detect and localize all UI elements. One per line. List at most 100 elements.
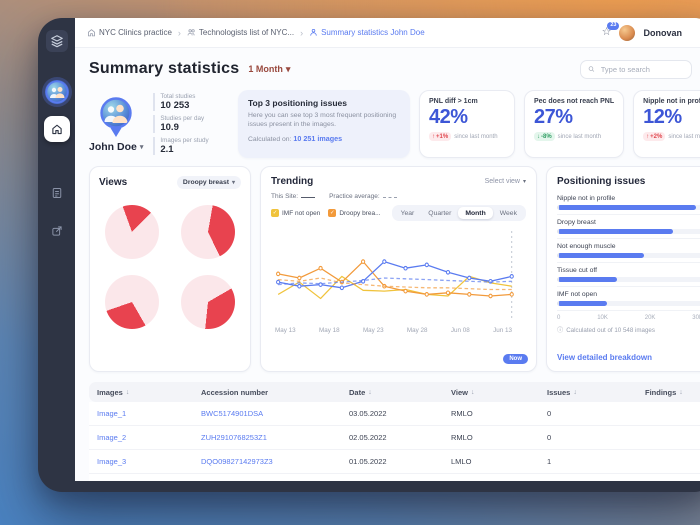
x-axis-label: May 13 <box>275 327 296 334</box>
arrow-up-icon: ↑ <box>646 133 650 140</box>
stats-row: John Doe ▾ Total studies 10 253 Studies … <box>75 88 700 166</box>
positioning-issue-row-3: Tissue cut off <box>557 263 700 287</box>
sidebar-item-reports[interactable] <box>44 180 70 206</box>
delta-badge: ↑ +1% <box>429 132 452 141</box>
column-label: Findings <box>645 387 677 397</box>
column-label: Accession number <box>201 387 269 397</box>
cell-view: RMLO <box>451 433 473 442</box>
tab-month[interactable]: Month <box>458 207 493 219</box>
chevron-right-icon: › <box>300 27 304 38</box>
sort-icon: ↓ <box>679 388 683 396</box>
table-body: Image_1 BWC5174901DSA 03.05.2022 RMLO 0 Image… <box>89 402 700 481</box>
favorites-button[interactable]: ☆ 23 <box>601 22 620 38</box>
positioning-issue-row-2: Not enough muscle <box>557 239 700 263</box>
kpi-title: Nipple not in profile <box>643 98 700 105</box>
stat-label: Studies per day <box>160 115 205 122</box>
breadcrumb-item-practice[interactable]: NYC Clinics practice <box>87 28 172 37</box>
cell-issues: 1 <box>547 457 552 466</box>
tab-year[interactable]: Year <box>400 209 415 217</box>
bar-track <box>557 204 700 210</box>
x-axis-labels: May 13 May 18 May 23 May 28 Jun 08 Jun 13 <box>271 327 526 334</box>
search-icon <box>588 66 595 72</box>
sidebar-profile-pin-icon[interactable] <box>44 80 69 104</box>
column-header-view[interactable]: View ↓ <box>451 388 547 397</box>
topbar-right: ☆ 23 Donovan <box>601 22 682 41</box>
positioning-issue-label: Tissue cut off <box>557 266 598 274</box>
person-icon <box>310 28 317 36</box>
sidebar-item-export[interactable] <box>44 218 70 244</box>
select-view-dropdown[interactable]: Select view ▾ <box>485 178 526 185</box>
trend-series-2 <box>276 259 514 291</box>
chevron-down-icon: ▾ <box>522 179 526 185</box>
column-header-findings[interactable]: Findings ↓ <box>645 388 700 397</box>
app-window: NYC Clinics practice › Technologists lis… <box>38 18 700 492</box>
now-indicator: Now <box>503 354 528 364</box>
cell-image-link[interactable]: Image_1 <box>97 409 127 418</box>
positioning-issues-card: Positioning issues Nipple not in profile… <box>546 166 700 372</box>
kpi-value: 27% <box>534 106 573 128</box>
breadcrumb-item-current[interactable]: Summary statistics John Doe <box>309 28 425 37</box>
tab-quarter[interactable]: Quarter <box>428 209 452 217</box>
table-row-4[interactable]: Image_4LBD0982714293Z530.04.2022LMLO0 <box>89 474 700 481</box>
search-input[interactable] <box>598 63 684 75</box>
cell-issues: 0 <box>547 433 552 442</box>
column-header-date[interactable]: Date ↓ <box>349 388 451 397</box>
breadcrumb-item-technologists[interactable]: Technologists list of NYC... <box>187 28 294 37</box>
legend-item-1[interactable]: ✓ Droopy brea... <box>328 209 381 217</box>
breadcrumb-label: Summary statistics John Doe <box>321 28 425 37</box>
trend-series-3 <box>278 277 512 291</box>
positioning-footnote: ⓘ Calculated out of 10 548 images <box>557 327 700 335</box>
column-header-accession-number[interactable]: Accession number <box>201 388 349 397</box>
sidebar-item-home[interactable] <box>43 116 70 142</box>
column-label: View <box>451 387 468 397</box>
star-icon: ☆ <box>601 26 612 38</box>
trend-series-1 <box>276 259 514 299</box>
search-box[interactable] <box>580 59 692 79</box>
positioning-title: Positioning issues <box>557 176 646 187</box>
kpi-card-pec: Pec does not reach PNL 27% ↓ -8% since l… <box>524 90 625 158</box>
column-header-images[interactable]: Images ↓ <box>97 388 201 397</box>
views-card: Views Droopy breast ▾ <box>89 166 251 372</box>
legend-checkbox-icon: ✓ <box>328 209 337 217</box>
legend-item-0[interactable]: ✓ IMF not open <box>271 209 320 217</box>
dashed-line-sample <box>382 197 397 198</box>
arrow-down-icon: ↓ <box>537 133 540 140</box>
technologist-name-dropdown[interactable]: John Doe ▾ <box>89 141 143 153</box>
profile-stats: Total studies 10 253 Studies per day 10.… <box>153 93 209 155</box>
kpi-title: PNL diff > 1cm <box>429 98 478 105</box>
period-dropdown[interactable]: 1 Month ▾ <box>248 64 290 75</box>
cell-accession-link[interactable]: BWC5174901DSA <box>201 409 264 418</box>
cell-image-link[interactable]: Image_3 <box>97 457 127 466</box>
breadcrumb-bar: NYC Clinics practice › Technologists lis… <box>75 18 700 48</box>
kpi-note: since last month <box>668 133 700 140</box>
stat-images-per-study: Images per study 2.1 <box>153 137 209 155</box>
top-issues-description: Here you can see top 3 most frequent pos… <box>248 112 397 129</box>
breadcrumb-label: NYC Clinics practice <box>99 28 172 37</box>
views-filter-dropdown[interactable]: Droopy breast ▾ <box>176 176 241 189</box>
page-header: Summary statistics 1 Month ▾ <box>75 48 700 88</box>
chevron-down-icon: ▾ <box>139 144 144 151</box>
stat-value: 2.1 <box>160 144 174 155</box>
tab-week[interactable]: Week <box>499 209 517 217</box>
column-header-issues[interactable]: Issues ↓ <box>547 388 645 397</box>
kpi-value: 42% <box>429 106 468 128</box>
cell-date: 03.05.2022 <box>349 409 387 418</box>
view-detailed-breakdown-link[interactable]: View detailed breakdown <box>557 353 652 362</box>
table-header-row: Images ↓ Accession number Date ↓ View ↓ Issues ↓… <box>89 382 700 402</box>
table-row-1[interactable]: Image_1 BWC5174901DSA 03.05.2022 RMLO 0 <box>89 402 700 426</box>
bar-track <box>557 276 700 282</box>
kpi-card-nipple: Nipple not in profile 12% ↑ +2% since la… <box>633 90 700 158</box>
table-row-2[interactable]: Image_2 ZUH2910768253Z1 02.05.2022 RMLO 0 <box>89 426 700 450</box>
calculated-on-label: Calculated on: <box>248 136 292 144</box>
cell-accession-link[interactable]: DQO09827142973Z3 <box>201 457 273 466</box>
stat-total-studies: Total studies 10 253 <box>153 93 208 111</box>
cell-accession-link[interactable]: ZUH2910768253Z1 <box>201 433 267 442</box>
user-avatar[interactable] <box>619 24 636 41</box>
info-icon: ⓘ <box>557 327 564 334</box>
cell-image-link[interactable]: Image_2 <box>97 433 127 442</box>
chevron-down-icon: ▾ <box>231 180 235 186</box>
bar-track <box>557 252 700 258</box>
table-row-3[interactable]: Image_3 DQO09827142973Z3 01.05.2022 LMLO 1 <box>89 450 700 474</box>
pie-chart-1 <box>105 205 159 259</box>
user-name[interactable]: Donovan <box>643 27 682 38</box>
